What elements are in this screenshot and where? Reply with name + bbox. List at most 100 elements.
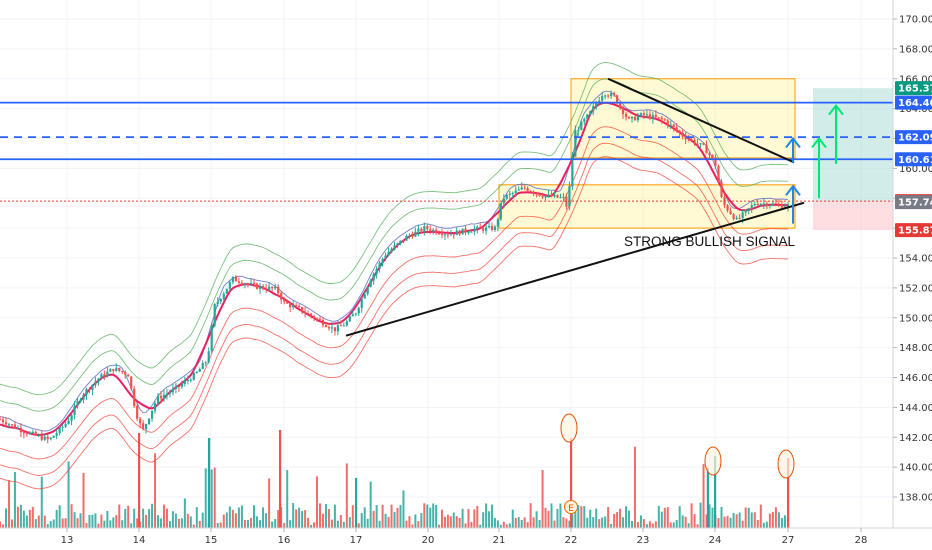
volume-bar [375, 505, 378, 528]
time-axis-label: 13 [61, 535, 74, 546]
volume-bar [476, 505, 479, 528]
candle-body [726, 205, 729, 211]
price-axis-label: 140.00 [899, 463, 932, 474]
candle-body [520, 187, 523, 190]
volume-bar [672, 522, 675, 528]
candle-body [624, 113, 628, 118]
volume-highlight-circle [777, 449, 795, 479]
candle-body [309, 313, 313, 316]
volume-bar [639, 515, 642, 528]
candle-body [467, 232, 470, 234]
volume-bar [88, 514, 91, 528]
candle-body [271, 286, 274, 289]
candle-body [684, 136, 687, 140]
volume-bar [240, 505, 243, 528]
candle-body [615, 95, 619, 104]
volume-bar [438, 524, 441, 528]
candle-body [729, 210, 732, 215]
volume-bar [91, 514, 94, 528]
volume-bar [295, 509, 298, 528]
volume-bar [580, 506, 583, 528]
volume-bar [508, 523, 511, 528]
volume-bar [774, 507, 777, 528]
candle-body [732, 214, 735, 220]
candle-body [750, 205, 753, 209]
candle-body [399, 240, 402, 244]
candle-body [216, 301, 219, 304]
volume-bar [37, 515, 40, 528]
volume-bar [735, 514, 738, 528]
volume-bar [687, 523, 690, 528]
candle-body [127, 374, 130, 377]
candle-body [162, 394, 166, 399]
candle-body [493, 226, 497, 231]
candle-body [49, 437, 52, 440]
candle-body [479, 226, 482, 229]
candle-body [381, 258, 384, 263]
candle-body [258, 285, 262, 289]
volume-bar [201, 512, 204, 528]
volume-bar [657, 505, 660, 528]
candle-body [31, 431, 34, 433]
volume-bar [499, 524, 502, 528]
candle-body [369, 280, 372, 287]
volume-bar [43, 515, 46, 528]
volume-spike [714, 456, 717, 528]
candle-body [768, 205, 771, 207]
candle-body [183, 380, 186, 384]
volume-bar [693, 514, 696, 528]
volume-bar [283, 523, 286, 528]
horizontal-levels[interactable] [0, 101, 893, 202]
price-axis-label: 170.00 [899, 15, 932, 26]
volume-bars [0, 430, 790, 528]
candle-body [461, 228, 464, 235]
volume-bar [583, 506, 586, 528]
volume-bar [360, 513, 363, 528]
volume-bar [396, 507, 399, 528]
volume-spike [355, 478, 358, 528]
blue-arrow-upper-head [785, 136, 801, 149]
volume-bar [467, 508, 470, 528]
volume-bar [690, 503, 693, 528]
candle-body [55, 433, 58, 436]
candle-body [1, 419, 5, 423]
candle-body [73, 405, 76, 415]
candle-body [648, 114, 651, 119]
volume-bar [461, 508, 464, 528]
candle-body [663, 119, 666, 121]
volume-bar [243, 519, 246, 528]
volume-bar [154, 453, 157, 528]
volume-bar [73, 512, 76, 528]
volume-bar [505, 524, 508, 528]
position-tool[interactable] [813, 88, 893, 231]
signal-annotation: STRONG BULLISH SIGNAL [624, 234, 796, 249]
time-axis[interactable]: 13 14 15 16 17 20 21 22 23 24 27 28 [0, 527, 932, 546]
candle-body [360, 298, 363, 308]
earnings-marker-text: E [568, 504, 574, 514]
volume-bar [511, 509, 514, 528]
candle-body [780, 204, 784, 208]
candle-body [610, 93, 613, 97]
candle-body [443, 234, 447, 236]
volume-bar [642, 519, 645, 528]
candle-body [315, 318, 319, 320]
candle-body [10, 424, 14, 426]
price-tag [895, 81, 932, 96]
volume-bar [70, 504, 73, 528]
volume-bar [717, 518, 720, 528]
candle-body [312, 315, 316, 319]
volume-bar [470, 521, 473, 528]
candle-body [672, 124, 675, 128]
time-axis-label: 16 [278, 535, 291, 546]
volume-bar [381, 504, 384, 528]
candle-body [702, 143, 705, 145]
trendlines[interactable] [345, 77, 805, 337]
volume-bar [321, 513, 324, 528]
volume-bar [372, 510, 375, 528]
volume-bar [186, 513, 189, 528]
candle-body [423, 226, 426, 232]
price-axis-label: 150.00 [899, 313, 932, 324]
candle-body [327, 327, 331, 329]
volume-bar [633, 446, 636, 528]
